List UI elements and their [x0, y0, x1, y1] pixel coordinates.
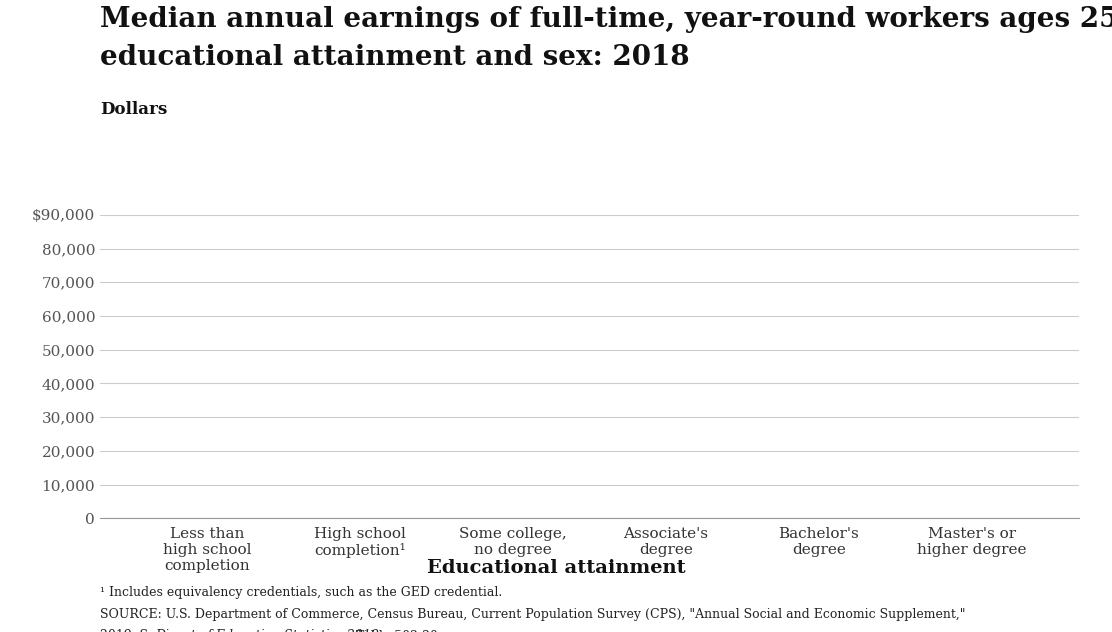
Text: Median annual earnings of full-time, year-round workers ages 25-34, by: Median annual earnings of full-time, yea… — [100, 6, 1112, 33]
Text: , Table 502.30.: , Table 502.30. — [348, 629, 441, 632]
Text: Educational attainment: Educational attainment — [427, 559, 685, 577]
Text: SOURCE: U.S. Department of Commerce, Census Bureau, Current Population Survey (C: SOURCE: U.S. Department of Commerce, Cen… — [100, 608, 965, 621]
Text: ¹ Includes equivalency credentials, such as the GED credential.: ¹ Includes equivalency credentials, such… — [100, 586, 503, 600]
Text: 2019. See: 2019. See — [100, 629, 167, 632]
Text: Digest of Education Statistics 2019: Digest of Education Statistics 2019 — [155, 629, 379, 632]
Text: Dollars: Dollars — [100, 101, 167, 118]
Text: educational attainment and sex: 2018: educational attainment and sex: 2018 — [100, 44, 689, 71]
